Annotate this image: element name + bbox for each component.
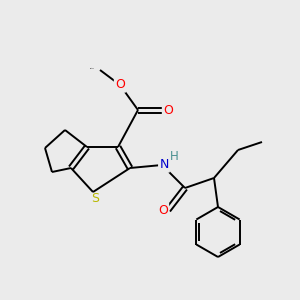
Text: N: N	[159, 158, 169, 172]
Text: O: O	[158, 203, 168, 217]
Text: methyl: methyl	[90, 68, 94, 69]
Text: S: S	[91, 193, 99, 206]
Text: H: H	[169, 151, 178, 164]
Text: O: O	[163, 103, 173, 116]
Text: O: O	[115, 79, 125, 92]
